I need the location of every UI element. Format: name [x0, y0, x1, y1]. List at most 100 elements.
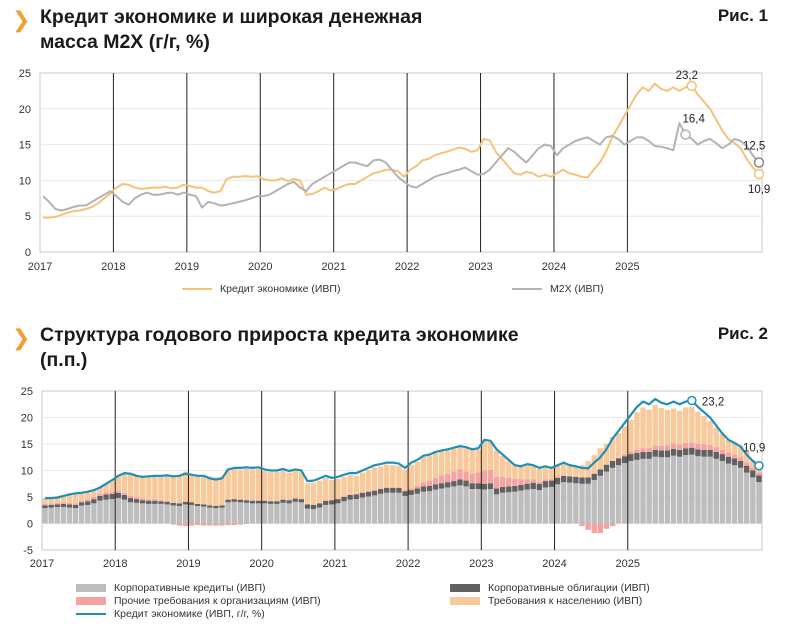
bar-corp-bonds — [146, 500, 152, 504]
bar-corp-loans — [390, 492, 396, 524]
bar-other — [487, 469, 494, 484]
bar-household — [310, 482, 317, 505]
bar-household — [646, 409, 652, 448]
bar-other — [481, 470, 488, 484]
y-tick-label: 25 — [19, 68, 31, 80]
bar-other — [274, 500, 280, 502]
bar-other — [249, 500, 256, 501]
legend-swatch-other — [76, 597, 106, 605]
bar-other — [60, 502, 67, 504]
bar-corp-loans — [506, 492, 512, 524]
m2x-end-marker — [753, 157, 765, 168]
bar-corp-loans — [286, 503, 292, 524]
bar-other — [298, 498, 305, 500]
x-tick-label: 2023 — [468, 261, 492, 273]
bar-corp-loans — [701, 456, 707, 524]
bar-other — [286, 499, 292, 501]
bar-corp-bonds — [85, 501, 91, 505]
bar-corp-loans — [689, 454, 695, 524]
bar-corp-bonds — [365, 491, 372, 497]
bar-household — [640, 407, 646, 449]
bar-other — [744, 462, 750, 466]
x-tick-label: 2017 — [28, 261, 52, 273]
bar-household — [750, 459, 756, 468]
bar-household — [457, 447, 463, 470]
bar-other — [225, 523, 231, 526]
bar-corp-loans — [121, 499, 128, 524]
bar-corp-loans — [54, 507, 60, 524]
bar-household — [597, 448, 603, 470]
bar-household — [573, 465, 579, 477]
bar-corp-bonds — [560, 475, 567, 483]
bar-corp-bonds — [689, 447, 695, 455]
bar-corp-bonds — [72, 504, 79, 509]
legend-label-household: Требования к населению (ИВП) — [488, 595, 643, 607]
bar-corp-loans — [463, 486, 469, 524]
bar-corp-bonds — [463, 480, 469, 487]
bar-corp-loans — [316, 507, 323, 524]
bar-corp-bonds — [475, 483, 481, 490]
bar-household — [518, 466, 524, 480]
bar-corp-loans — [670, 455, 677, 524]
bar-other — [457, 469, 463, 480]
bar-household — [377, 466, 384, 489]
bar-other — [750, 467, 756, 471]
bar-other — [542, 479, 549, 482]
bar-household — [707, 421, 713, 446]
bar-corp-bonds — [658, 450, 665, 458]
bar-household — [298, 472, 305, 499]
bar-corp-bonds — [634, 453, 640, 460]
bar-corp-bonds — [469, 483, 475, 490]
bar-household — [689, 406, 695, 443]
bar-household — [127, 473, 134, 496]
bar-corp-loans — [408, 494, 414, 524]
bar-household — [323, 477, 329, 501]
bar-household — [615, 433, 622, 458]
fig2-title: Структура годового прироста кредита экон… — [40, 323, 519, 373]
bar-corp-loans — [707, 456, 713, 524]
y-tick-label: 10 — [19, 175, 31, 187]
annotation-credit-peak: 23,2 — [676, 70, 698, 82]
bar-corp-loans — [744, 472, 750, 524]
bar-household — [744, 451, 750, 463]
bar-corp-bonds — [109, 493, 115, 500]
bar-corp-loans — [268, 503, 274, 524]
bar-other — [475, 472, 481, 484]
bar-other — [408, 488, 414, 491]
bar-corp-loans — [194, 506, 201, 524]
bar-corp-bonds — [115, 492, 121, 499]
bar-corp-loans — [396, 492, 402, 524]
bar-other — [121, 492, 128, 495]
bar-household — [139, 476, 146, 499]
bar-corp-bonds — [408, 490, 414, 495]
y-tick-label: 5 — [27, 492, 33, 504]
x-tick-label: 2017 — [30, 558, 54, 570]
bar-corp-bonds — [652, 449, 658, 457]
bar-corp-bonds — [731, 458, 738, 466]
bar-corp-bonds — [225, 499, 231, 503]
bar-other — [463, 471, 469, 481]
bar-corp-loans — [310, 509, 317, 524]
bar-other — [182, 523, 189, 527]
bar-household — [72, 493, 79, 504]
bar-other — [591, 523, 597, 534]
bar-corp-loans — [542, 487, 549, 524]
bar-corp-bonds — [176, 503, 182, 507]
bar-other — [158, 500, 164, 502]
bar-household — [194, 475, 201, 504]
bar-other — [567, 475, 573, 477]
bar-corp-bonds — [713, 451, 719, 459]
bar-corp-bonds — [298, 499, 305, 503]
bar-corp-loans — [573, 483, 579, 524]
bar-other — [585, 523, 591, 530]
bar-corp-loans — [176, 506, 182, 524]
bar-other — [268, 500, 274, 502]
bar-corp-bonds — [744, 465, 750, 473]
bar-corp-loans — [139, 503, 146, 524]
bar-corp-bonds — [512, 485, 518, 492]
bar-household — [756, 464, 762, 473]
bar-other — [139, 498, 146, 501]
bar-corp-loans — [457, 485, 463, 524]
bar-other — [402, 490, 408, 492]
